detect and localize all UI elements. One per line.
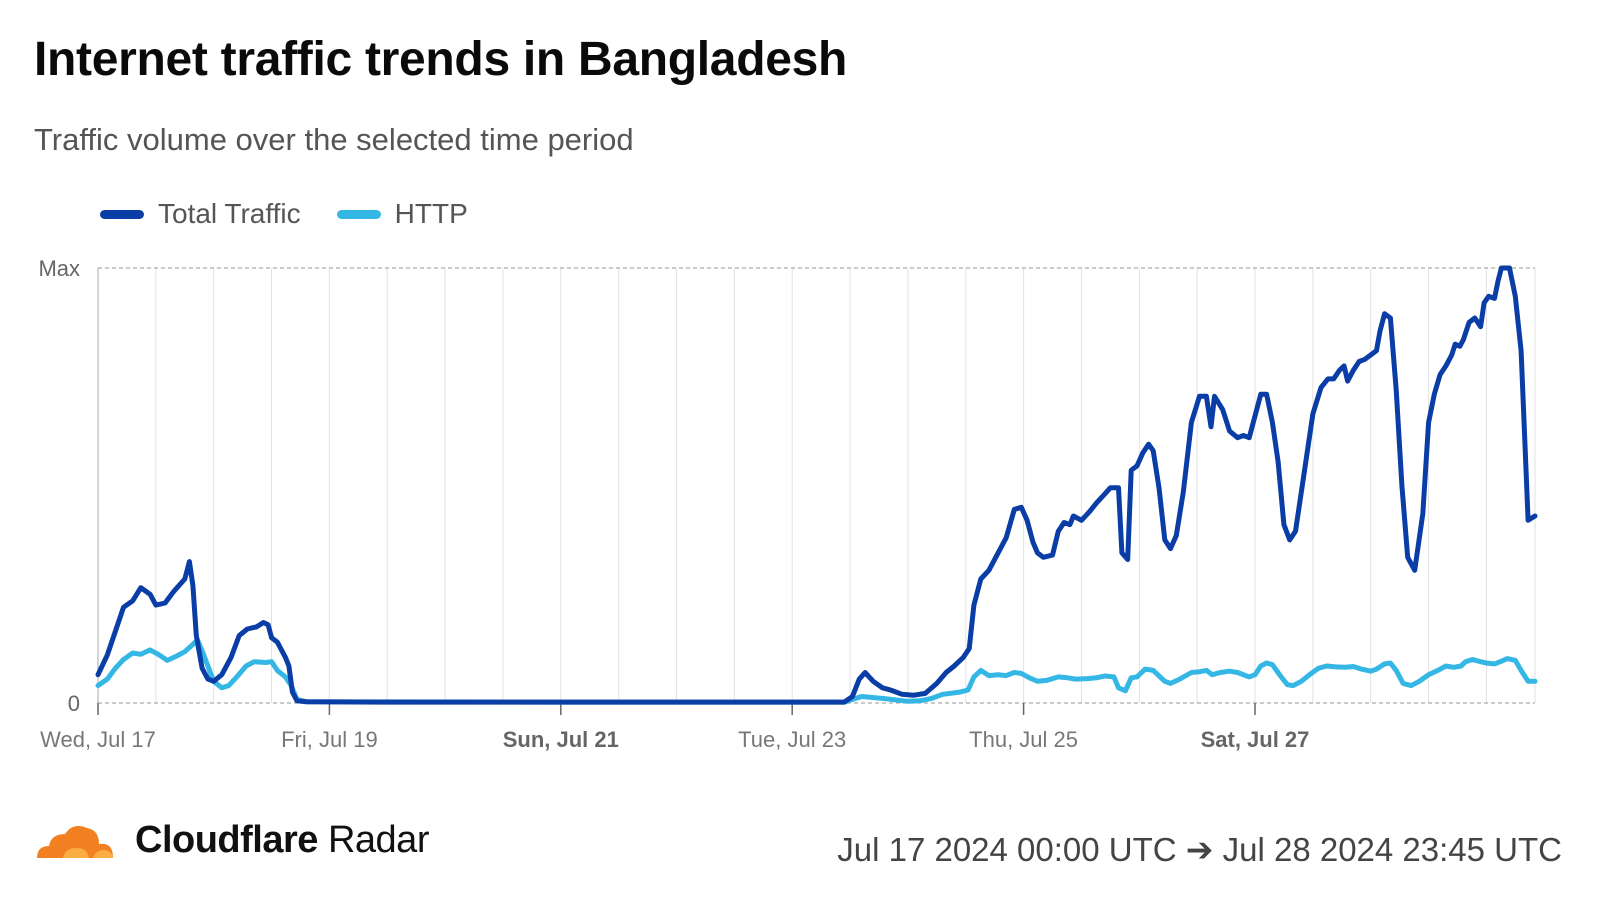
x-tick-label: Sat, Jul 27: [1201, 727, 1310, 752]
x-tick-label: Wed, Jul 17: [40, 727, 156, 752]
legend-label-http: HTTP: [394, 198, 468, 229]
legend-swatch-total-traffic: [100, 209, 144, 219]
brand-name: Cloudflare Radar: [135, 819, 429, 862]
legend-item-total-traffic[interactable]: Total Traffic: [100, 198, 301, 230]
x-tick-label: Sun, Jul 21: [503, 727, 619, 752]
cloudflare-radar-logo: Cloudflare Radar: [33, 818, 429, 862]
x-tick-label: Fri, Jul 19: [281, 727, 378, 752]
legend-swatch-http: [336, 209, 381, 219]
cloudflare-cloud-icon: [37, 826, 113, 858]
brand-name-light: Radar: [327, 818, 430, 861]
series-line-total-traffic: [95, 265, 1538, 705]
series-line-http: [95, 637, 1538, 705]
x-tick-label: Tue, Jul 23: [738, 727, 846, 752]
legend-item-http[interactable]: HTTP: [336, 198, 468, 230]
chart-legend: Total Traffic HTTP: [100, 198, 504, 230]
legend-label-total-traffic: Total Traffic: [158, 198, 301, 229]
chart-subtitle: Traffic volume over the selected time pe…: [34, 122, 634, 157]
y-tick-label: Max: [38, 256, 80, 281]
chart-title: Internet traffic trends in Bangladesh: [34, 33, 848, 86]
y-tick-label: 0: [68, 691, 80, 716]
date-range: Jul 17 2024 00:00 UTC ➔ Jul 28 2024 23:4…: [837, 831, 1562, 868]
brand-name-bold: Cloudflare: [135, 818, 318, 861]
x-tick-label: Thu, Jul 25: [969, 727, 1078, 752]
